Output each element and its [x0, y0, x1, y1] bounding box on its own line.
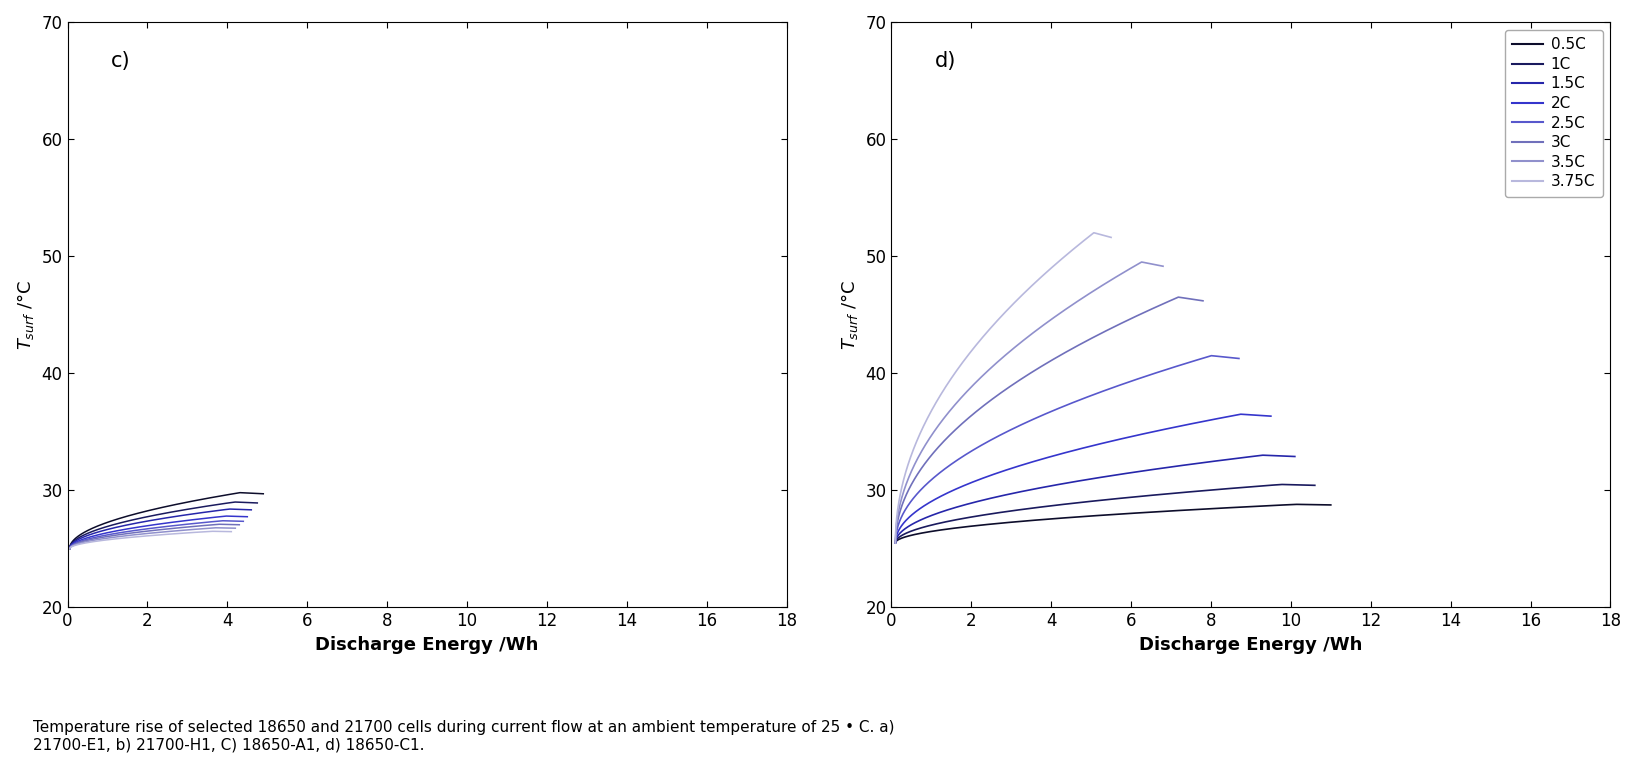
3.5C: [885, 538, 905, 547]
2.5C: [1201, 351, 1220, 360]
0.5C: [1121, 508, 1140, 518]
Line: 1.5C: 1.5C: [895, 455, 1294, 543]
2C: [1088, 440, 1108, 449]
1C: [1296, 480, 1315, 489]
3.5C: [1147, 261, 1166, 270]
1.5C: [1078, 475, 1098, 484]
0.5C: [1320, 500, 1340, 509]
2C: [885, 538, 905, 547]
3.75C: [1062, 245, 1081, 255]
2C: [1063, 446, 1083, 455]
3C: [1032, 362, 1052, 371]
Line: 2C: 2C: [895, 414, 1271, 543]
1C: [1088, 496, 1108, 505]
2.5C: [1090, 388, 1109, 397]
1C: [1229, 483, 1248, 492]
1C: [1085, 496, 1104, 505]
3.5C: [1132, 258, 1152, 267]
0.5C: [1312, 500, 1332, 509]
1.5C: [1124, 468, 1144, 477]
1C: [1306, 481, 1325, 490]
0.5C: [1286, 500, 1306, 509]
2C: [1193, 417, 1212, 426]
1.5C: [1253, 451, 1273, 460]
Line: 1C: 1C: [895, 484, 1315, 543]
3C: [1034, 361, 1054, 370]
3C: [1068, 340, 1088, 350]
3.75C: [885, 538, 905, 547]
2.5C: [1222, 353, 1242, 363]
3.5C: [1045, 312, 1065, 321]
Text: c): c): [111, 51, 131, 71]
Legend: 0.5C, 1C, 1.5C, 2C, 2.5C, 3C, 3.5C, 3.75C: 0.5C, 1C, 1.5C, 2C, 2.5C, 3C, 3.5C, 3.75…: [1505, 30, 1603, 197]
3.75C: [990, 314, 1009, 323]
Text: d): d): [934, 51, 955, 71]
1C: [1271, 480, 1291, 489]
2C: [1261, 412, 1281, 421]
1.5C: [885, 538, 905, 547]
3C: [1186, 295, 1206, 304]
3.5C: [1014, 335, 1034, 344]
1.5C: [1212, 455, 1232, 464]
Y-axis label: $\mathit{T}_{surf}$ /°C: $\mathit{T}_{surf}$ /°C: [839, 280, 861, 350]
2.5C: [1229, 354, 1248, 363]
0.5C: [1093, 511, 1112, 520]
2.5C: [1166, 362, 1186, 371]
2.5C: [885, 538, 905, 547]
2C: [1253, 411, 1273, 420]
3C: [885, 538, 905, 547]
2.5C: [1049, 404, 1068, 413]
3C: [1052, 350, 1072, 359]
1.5C: [1075, 475, 1094, 484]
3.75C: [1003, 300, 1022, 309]
X-axis label: Discharge Energy /Wh: Discharge Energy /Wh: [316, 636, 538, 654]
3.75C: [1096, 232, 1116, 241]
3C: [1193, 296, 1212, 306]
0.5C: [1145, 508, 1165, 517]
1.5C: [1101, 471, 1121, 480]
0.5C: [1242, 502, 1261, 511]
1C: [1112, 493, 1132, 502]
3.75C: [1101, 233, 1121, 242]
3.5C: [1013, 337, 1032, 346]
0.5C: [1094, 511, 1114, 520]
3.75C: [988, 315, 1008, 325]
1.5C: [1284, 452, 1304, 461]
3.5C: [1104, 273, 1124, 282]
2.5C: [1050, 403, 1070, 412]
1C: [1135, 492, 1155, 501]
3.5C: [1153, 261, 1173, 271]
Text: Temperature rise of selected 18650 and 21700 cells during current flow at an amb: Temperature rise of selected 18650 and 2…: [33, 720, 895, 752]
X-axis label: Discharge Energy /Wh: Discharge Energy /Wh: [1139, 636, 1363, 654]
Line: 3.5C: 3.5C: [895, 262, 1163, 543]
2C: [1230, 410, 1250, 419]
2C: [1109, 435, 1129, 444]
Line: 0.5C: 0.5C: [895, 505, 1330, 543]
Line: 3.75C: 3.75C: [895, 233, 1111, 543]
0.5C: [885, 538, 905, 547]
3.5C: [1031, 323, 1050, 332]
1.5C: [1276, 451, 1296, 461]
1C: [885, 538, 905, 547]
Line: 3C: 3C: [895, 297, 1202, 543]
2C: [1067, 445, 1086, 454]
3C: [1137, 306, 1157, 315]
Line: 2.5C: 2.5C: [895, 356, 1238, 543]
3.75C: [1085, 228, 1104, 237]
2.5C: [1072, 394, 1091, 404]
3.75C: [1014, 289, 1034, 298]
Y-axis label: $\mathit{T}_{surf}$ /°C: $\mathit{T}_{surf}$ /°C: [15, 280, 36, 350]
3C: [1168, 293, 1188, 302]
